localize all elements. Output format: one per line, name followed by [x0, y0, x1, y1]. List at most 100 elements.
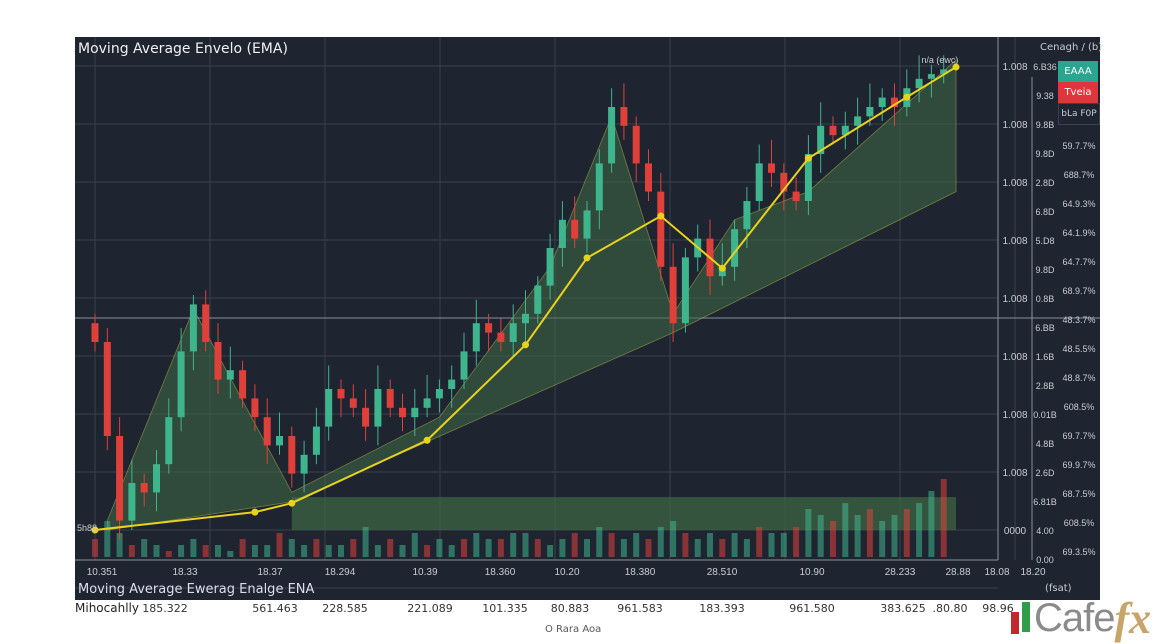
candle-body: [472, 323, 480, 352]
x-tick-label: 10.90: [799, 567, 824, 578]
ema-point: [952, 63, 960, 71]
logo-text-cafe: Cafe: [1034, 595, 1115, 640]
volume-bar: [756, 527, 763, 557]
x-tick-label: 18.360: [485, 567, 516, 578]
candle-body: [153, 464, 160, 493]
volume-bar: [657, 527, 664, 557]
volume-bar: [251, 545, 258, 557]
volume-bar: [178, 545, 185, 557]
volume-bar: [485, 539, 492, 557]
volume-bar: [190, 539, 197, 557]
volume-bar: [891, 515, 898, 557]
candle-body: [534, 285, 542, 314]
candle-body: [165, 417, 173, 465]
volume-bar: [227, 551, 234, 557]
y-axis-2-label: 0.01B: [1033, 410, 1057, 420]
candle-body: [362, 407, 370, 427]
candle-body: [571, 219, 579, 239]
y-axis-2-label: 1.6B: [1036, 352, 1055, 362]
candle-body: [300, 454, 308, 474]
candle-body: [817, 125, 825, 154]
volume-bar: [793, 527, 800, 557]
volume-bar: [928, 491, 935, 557]
volume-bar: [830, 521, 836, 557]
candle-body: [743, 201, 751, 230]
y-axis-3-label: 69.3.5%: [1062, 547, 1095, 557]
ema-point: [583, 254, 591, 262]
volume-bar: [866, 509, 873, 557]
bottom-unit: (fsat): [1045, 583, 1072, 594]
candle-body: [657, 191, 665, 267]
y-axis-3-label: 608.5%: [1064, 402, 1095, 412]
x-tick-label: 18.37: [257, 567, 282, 578]
y-axis-3-label: 48.8.7%: [1062, 373, 1095, 383]
volume-bar: [461, 539, 467, 557]
volume-bar: [547, 545, 554, 557]
left-label: 5h88: [77, 523, 97, 533]
volume-bar: [694, 539, 701, 557]
legend-ema[interactable]: EAAA: [1058, 61, 1098, 82]
candle-body: [128, 483, 136, 521]
volume-bar: [215, 545, 221, 557]
x-tick-label: 18.20: [1020, 567, 1045, 578]
candle-body: [177, 351, 185, 418]
row-value: .80.80: [932, 602, 968, 615]
volume-bar: [128, 545, 135, 557]
y-axis-2-label: 9.8D: [1035, 149, 1055, 159]
y-axis-2-label: 6.BB: [1035, 323, 1055, 333]
x-tick-label: 28.510: [707, 567, 738, 578]
volume-bar: [743, 539, 750, 557]
candle-body: [731, 229, 739, 267]
x-tick-label: 18.294: [325, 567, 356, 578]
candle-body: [386, 389, 394, 408]
axis-header: Cenagh / (b): [1040, 42, 1103, 53]
volume-bar: [264, 545, 271, 557]
volume-bar: [301, 545, 308, 557]
candle-body: [263, 417, 271, 446]
legend-trend[interactable]: Tveia: [1058, 82, 1098, 103]
volume-bar: [239, 539, 246, 557]
candle-body: [854, 116, 862, 126]
candle-body: [669, 266, 677, 324]
volume-bar: [879, 521, 886, 557]
volume-bar: [288, 539, 295, 557]
row-value: 221.089: [407, 602, 453, 615]
candle-body: [509, 323, 517, 342]
candlestick-chart: n/a (ewc) 5h88 1.008 1.008 1.008 1.008 1.008 1.…: [75, 37, 1100, 589]
y-axis-2-label: 2.6D: [1035, 468, 1055, 478]
footer-text: O Rara Aoa: [545, 624, 602, 635]
chart-panel: n/a (ewc) 5h88 1.008 1.008 1.008 1.008 1.008 1.…: [75, 37, 1100, 600]
y-axis-3-label: 68.9.7%: [1062, 286, 1095, 296]
x-tick-label: 28.88: [945, 567, 970, 578]
y-axis-2-label: 9.8B: [1036, 120, 1055, 130]
x-tick-label: 18.380: [625, 567, 656, 578]
candle-body: [337, 389, 345, 399]
candle-body: [878, 97, 886, 107]
row-value: 183.393: [699, 602, 745, 615]
volume-bar: [399, 545, 406, 557]
row-value: 185.322: [142, 602, 188, 615]
volume-bar: [497, 539, 504, 557]
y-axis-3-label: 688.7%: [1064, 170, 1095, 180]
x-tick-label: 18.08: [984, 567, 1009, 578]
y-axis-3-label: 68.7.5%: [1062, 489, 1095, 499]
ema-point: [251, 508, 259, 516]
row-value: 383.625: [880, 602, 926, 615]
row-value: 228.585: [322, 602, 368, 615]
ema-point: [423, 436, 431, 444]
volume-bar: [571, 533, 578, 557]
candle-body: [583, 210, 591, 239]
candle-body: [399, 407, 406, 418]
volume-bar: [374, 545, 381, 557]
volume-bar: [633, 533, 640, 557]
volume-bar: [842, 503, 849, 557]
y-axis-2-label: 0.8B: [1036, 294, 1055, 304]
legend-other[interactable]: bLa F0P: [1058, 103, 1100, 125]
candle-body: [226, 370, 234, 380]
candle-body: [103, 342, 111, 436]
candle-body: [288, 436, 296, 474]
volume-bar: [116, 533, 123, 557]
volume-bar: [707, 533, 713, 557]
candle-body: [780, 172, 788, 192]
candle-body: [608, 107, 616, 164]
